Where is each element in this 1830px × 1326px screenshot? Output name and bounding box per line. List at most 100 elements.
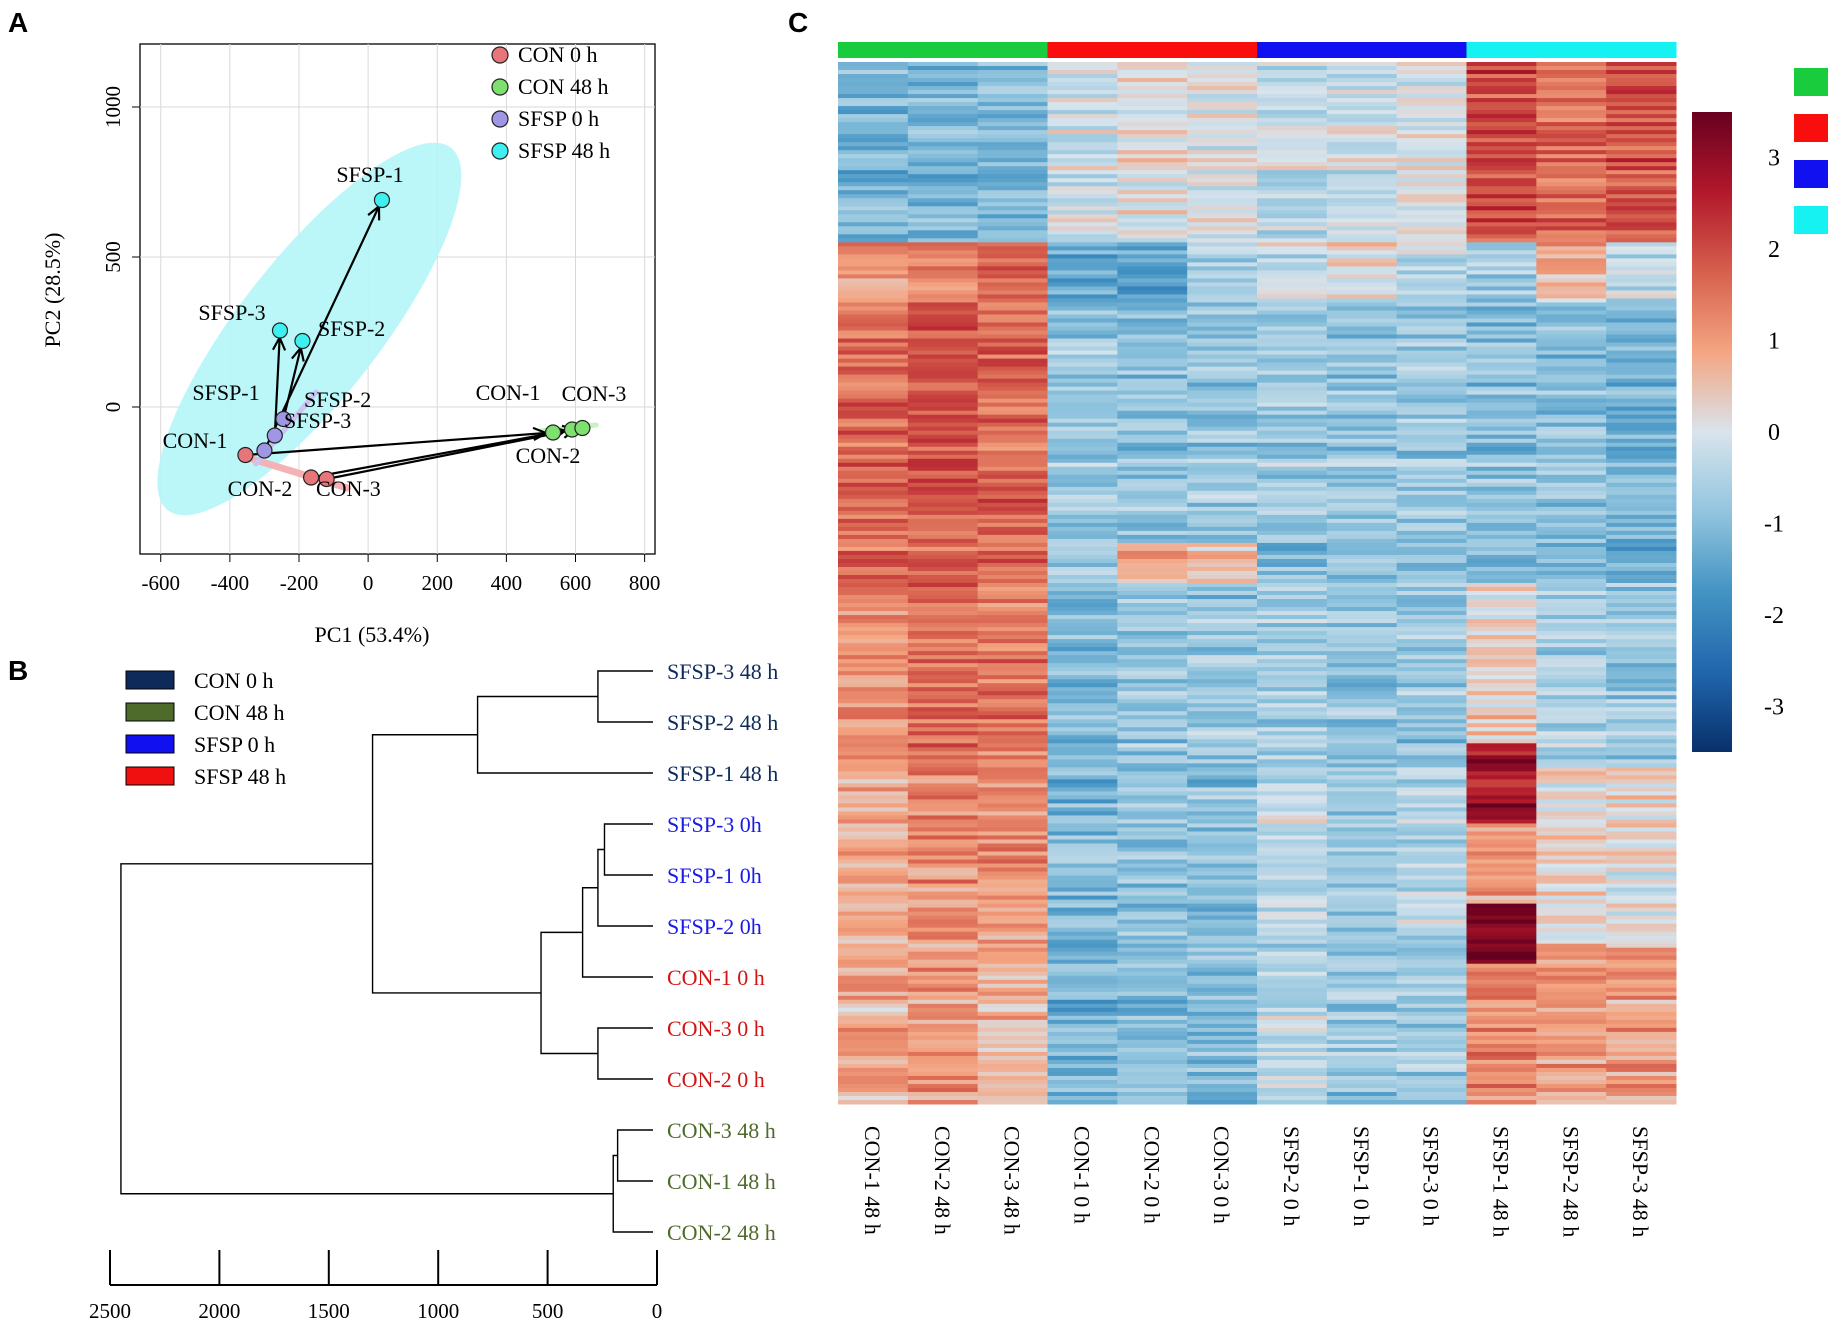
heatmap-cell <box>1396 278 1467 283</box>
heatmap-cell <box>1187 1071 1258 1077</box>
heatmap-cell <box>1326 66 1398 71</box>
heatmap-cell <box>1257 695 1328 700</box>
heatmap-cell <box>1396 975 1467 981</box>
heatmap-cell <box>1326 995 1398 1001</box>
heatmap-cell <box>1466 595 1537 600</box>
pca-point-annotation: SFSP-3 <box>198 300 265 325</box>
heatmap-cell <box>1047 587 1118 592</box>
pca-y-tick-label: 1000 <box>101 86 125 128</box>
heatmap-cell <box>1187 146 1258 151</box>
heatmap-cell <box>1047 695 1118 700</box>
heatmap-cell <box>1536 695 1607 700</box>
heatmap-cell <box>1047 258 1118 263</box>
dendro-branch <box>540 931 598 1055</box>
heatmap-cell <box>1187 1047 1258 1053</box>
heatmap-cell <box>1187 298 1258 303</box>
heatmap-cell <box>1396 394 1467 400</box>
heatmap-cell <box>1466 891 1537 897</box>
heatmap-cell <box>1326 815 1398 820</box>
heatmap-cell <box>1606 1087 1677 1093</box>
heatmap-cell <box>1117 1003 1188 1009</box>
heatmap-cell <box>1466 1075 1537 1081</box>
heatmap-cell <box>1187 623 1258 628</box>
heatmap-cell <box>1187 502 1258 508</box>
heatmap-cell <box>838 498 909 504</box>
heatmap-cell <box>1257 222 1328 227</box>
heatmap-cell <box>977 1091 1048 1097</box>
heatmap-cell <box>1396 995 1467 1001</box>
heatmap-cell <box>1187 847 1258 853</box>
heatmap-cell <box>907 935 979 941</box>
heatmap-cell <box>1047 330 1118 336</box>
heatmap-cell <box>1257 90 1328 95</box>
heatmap-cell <box>977 410 1048 416</box>
heatmap-cell <box>838 871 909 877</box>
heatmap-cell <box>1257 583 1328 588</box>
heatmap-cell <box>1536 90 1607 95</box>
heatmap-cell <box>907 875 979 881</box>
heatmap-cell <box>1117 358 1188 364</box>
heatmap-column-label: SFSP-1 48 h <box>1488 1126 1513 1237</box>
heatmap-cell <box>1466 486 1537 492</box>
heatmap-cell <box>1606 639 1677 644</box>
heatmap-cell <box>1187 615 1258 620</box>
heatmap-cell <box>1187 186 1258 191</box>
heatmap-cell <box>1606 607 1677 612</box>
heatmap-cell <box>1466 74 1537 79</box>
heatmap-cell <box>1606 254 1677 259</box>
heatmap-cell <box>1047 1047 1118 1053</box>
heatmap-cell <box>1326 546 1398 552</box>
heatmap-cell <box>1187 522 1258 528</box>
heatmap-cell <box>1396 146 1467 151</box>
heatmap-cell <box>1187 983 1258 989</box>
heatmap-cell <box>1606 935 1677 941</box>
heatmap-cell <box>1396 803 1467 808</box>
heatmap-cell <box>977 370 1048 376</box>
heatmap-cell <box>907 426 979 432</box>
heatmap-cell <box>1536 855 1607 861</box>
heatmap-cell <box>1606 867 1677 873</box>
heatmap-cell <box>1606 951 1677 957</box>
heatmap-cell <box>1466 142 1537 147</box>
heatmap-cell <box>1257 883 1328 889</box>
heatmap-cell <box>1187 334 1258 340</box>
heatmap-cell <box>977 142 1048 147</box>
heatmap-cell <box>1117 811 1188 816</box>
heatmap-cell <box>1117 166 1188 171</box>
heatmap-cell <box>907 526 979 532</box>
heatmap-cell <box>1466 442 1537 448</box>
heatmap-cell <box>1187 923 1258 929</box>
heatmap-cell <box>1466 731 1537 736</box>
heatmap-cell <box>1536 1043 1607 1049</box>
heatmap-cell <box>1536 723 1607 728</box>
heatmap-cell <box>1326 262 1398 267</box>
heatmap-cell <box>907 919 979 925</box>
heatmap-cell <box>1187 1059 1258 1065</box>
heatmap-cell <box>907 699 979 704</box>
heatmap-cell <box>977 394 1048 400</box>
heatmap-cell <box>1326 422 1398 428</box>
heatmap-cell <box>838 94 909 99</box>
heatmap-cell <box>907 759 979 764</box>
heatmap-cell <box>838 414 909 420</box>
heatmap-cell <box>1117 138 1188 143</box>
heatmap-cell <box>1396 474 1467 480</box>
heatmap-cell <box>1606 226 1677 231</box>
heatmap-cell <box>1466 482 1537 488</box>
heatmap-cell <box>1396 1019 1467 1025</box>
heatmap-cell <box>1396 126 1467 131</box>
heatmap-cell <box>907 771 979 776</box>
heatmap-cell <box>1396 623 1467 628</box>
heatmap-cell <box>1606 190 1677 195</box>
heatmap-cell <box>838 915 909 921</box>
dendro-leaf-label: SFSP-2 48 h <box>667 710 778 735</box>
heatmap-cell <box>1466 695 1537 700</box>
heatmap-cell <box>1536 482 1607 488</box>
heatmap-cell <box>1396 226 1467 231</box>
heatmap-cell <box>838 194 909 199</box>
heatmap-cell <box>1326 502 1398 508</box>
heatmap-cell <box>1047 426 1118 432</box>
heatmap-cell <box>1606 322 1677 328</box>
heatmap-cell <box>838 446 909 452</box>
